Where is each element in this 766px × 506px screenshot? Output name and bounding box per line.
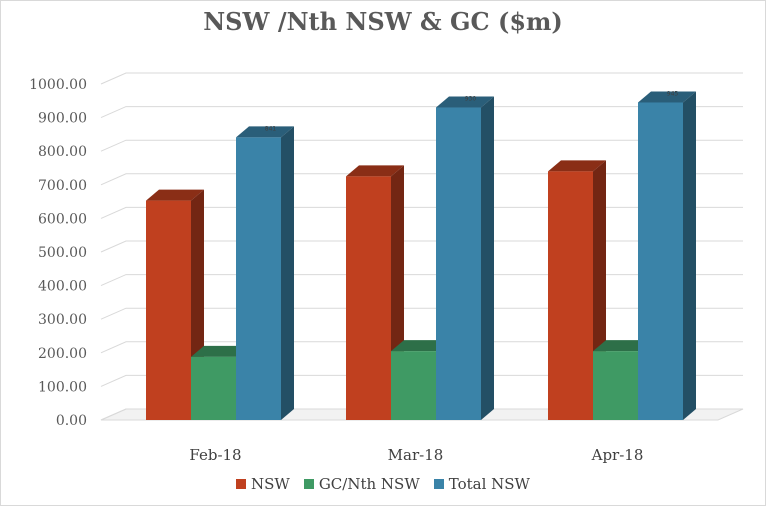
gridline [100, 374, 743, 387]
x-category-label: Apr-18 [591, 446, 644, 464]
bar-front [436, 107, 481, 421]
bar-top [391, 340, 449, 352]
bar [638, 91, 696, 420]
legend-item: GC/Nth NSW [303, 475, 420, 493]
y-tick-label: 1000.00 [29, 77, 87, 93]
x-category-label: Feb-18 [189, 446, 241, 464]
bar-front [548, 171, 593, 420]
y-tick-label: 0.00 [56, 413, 87, 429]
y-tick-label: 800.00 [38, 144, 87, 160]
bar-front [146, 200, 191, 420]
y-tick-label: 600.00 [38, 211, 87, 227]
y-tick-label: 400.00 [38, 279, 87, 295]
gridline [100, 173, 743, 186]
bar-side [683, 91, 696, 420]
bar-front [191, 356, 236, 420]
bar-top [638, 91, 696, 103]
y-tick-label: 700.00 [38, 178, 87, 194]
legend-label: NSW [251, 475, 290, 493]
bar [436, 96, 494, 421]
bar-front [391, 351, 436, 420]
y-tick-label: 100.00 [38, 379, 87, 395]
legend-swatch [303, 479, 314, 489]
gridline [100, 139, 743, 152]
bar-side [481, 96, 494, 421]
gridline [100, 408, 743, 421]
y-tick-label: 300.00 [38, 312, 87, 328]
data-label: 841 [265, 125, 277, 132]
y-tick-label: 200.00 [38, 346, 87, 362]
bar [346, 165, 404, 420]
legend-swatch [236, 479, 246, 489]
bar-top [191, 345, 249, 357]
bar [146, 189, 204, 420]
gridline [100, 274, 743, 287]
gridline [100, 106, 743, 119]
bar-top [436, 96, 494, 108]
plot-area: 0.00 100.00 200.00 300.00 400.00 500.00 600.00… [29, 72, 744, 464]
bar-front [236, 137, 281, 420]
gridline [100, 72, 743, 85]
bar-top [236, 126, 294, 138]
bar-top [548, 160, 606, 172]
gridline [100, 307, 743, 320]
gridline [100, 240, 743, 253]
bar-top [346, 165, 404, 177]
legend-item: Total NSW [433, 475, 530, 493]
legend-label: GC/Nth NSW [318, 475, 420, 493]
bar-front [593, 351, 638, 420]
legend-item: NSW [236, 475, 290, 493]
legend-label: Total NSW [448, 475, 530, 493]
legend: NSW GC/Nth NSW Total NSW [1, 475, 765, 493]
y-tick-label: 900.00 [38, 111, 87, 127]
bar-front [638, 102, 683, 420]
data-label: 945 [667, 90, 679, 97]
bar-top [146, 189, 204, 201]
chart-title: NSW /Nth NSW & GC ($m) [203, 7, 563, 36]
bar-side [281, 126, 294, 420]
bar [236, 126, 294, 420]
gridline [100, 341, 743, 354]
bar-front [346, 176, 391, 420]
x-category-label: Mar-18 [388, 446, 444, 464]
bar-top [593, 340, 651, 352]
gridline [100, 206, 743, 219]
y-tick-label: 500.00 [38, 245, 87, 261]
legend-swatch [433, 479, 444, 489]
data-label: 930 [465, 96, 477, 103]
